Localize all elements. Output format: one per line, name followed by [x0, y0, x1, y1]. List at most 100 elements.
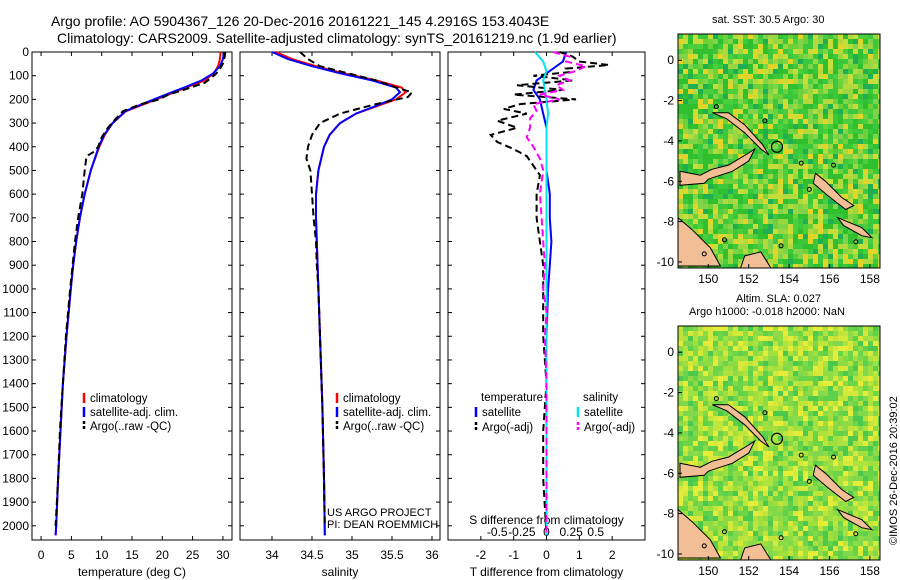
map-cell: [848, 351, 853, 356]
map-cell: [858, 204, 863, 209]
map-cell: [773, 366, 778, 371]
map-cell: [863, 416, 868, 421]
map-cell: [838, 224, 843, 229]
map-cell: [748, 164, 753, 169]
xtick-s-label: -0.5: [487, 525, 508, 539]
map-cell: [763, 506, 768, 511]
map-cell: [688, 491, 693, 496]
map-cell: [833, 431, 838, 436]
map-cell: [743, 169, 748, 174]
map-cell: [793, 386, 798, 391]
map-cell: [808, 109, 813, 114]
map-cell: [853, 476, 858, 481]
map-cell: [748, 49, 753, 54]
map-cell: [843, 541, 848, 546]
map-cell: [683, 376, 688, 381]
map-cell: [843, 254, 848, 259]
map-cell: [773, 39, 778, 44]
map-cell: [718, 64, 723, 69]
map-cell: [678, 371, 683, 376]
map-cell: [813, 54, 818, 59]
map-cell: [703, 451, 708, 456]
map-cell: [683, 436, 688, 441]
map-cell: [873, 184, 878, 189]
map-cell: [868, 491, 873, 496]
map-cell: [758, 89, 763, 94]
map-cell: [788, 441, 793, 446]
map-cell: [703, 391, 708, 396]
map-cell: [703, 381, 708, 386]
map-cell: [868, 451, 873, 456]
map-cell: [733, 174, 738, 179]
map-cell: [813, 249, 818, 254]
map-cell: [688, 476, 693, 481]
xtick-label: 0: [38, 548, 45, 562]
map-cell: [858, 44, 863, 49]
map-cell: [693, 436, 698, 441]
map-cell: [743, 406, 748, 411]
map-cell: [843, 371, 848, 376]
map-cell: [833, 239, 838, 244]
map-cell: [683, 114, 688, 119]
map-cell: [798, 401, 803, 406]
map-cell: [693, 189, 698, 194]
map-cell: [868, 169, 873, 174]
map-cell: [738, 431, 743, 436]
map-cell: [863, 451, 868, 456]
x-axis-label: salinity: [322, 565, 359, 579]
map-cell: [753, 229, 758, 234]
map-cell: [838, 159, 843, 164]
map-cell: [738, 74, 743, 79]
map-cell: [838, 59, 843, 64]
map-cell: [858, 481, 863, 486]
map-cell: [768, 466, 773, 471]
map-cell: [703, 476, 708, 481]
map-cell: [723, 526, 728, 531]
map-cell: [733, 416, 738, 421]
map-cell: [778, 84, 783, 89]
map-cell: [828, 139, 833, 144]
map-cell: [793, 124, 798, 129]
map-cell: [693, 194, 698, 199]
map-cell: [808, 536, 813, 541]
map-cell: [843, 124, 848, 129]
map-cell: [773, 89, 778, 94]
map-cell: [828, 159, 833, 164]
map-cell: [753, 154, 758, 159]
map-cell: [748, 179, 753, 184]
map-cell: [718, 99, 723, 104]
map-cell: [738, 194, 743, 199]
map-cell: [863, 164, 868, 169]
map-cell: [763, 356, 768, 361]
map-cell: [848, 109, 853, 114]
map-cell: [768, 491, 773, 496]
map-cell: [823, 89, 828, 94]
map-cell: [863, 89, 868, 94]
map-cell: [718, 426, 723, 431]
map-cell: [698, 154, 703, 159]
map-cell: [758, 234, 763, 239]
map-cell: [748, 536, 753, 541]
map-cell: [768, 104, 773, 109]
map-cell: [718, 59, 723, 64]
map-cell: [878, 169, 880, 174]
map-cell: [858, 426, 863, 431]
map-cell: [818, 356, 823, 361]
title-line-2: Climatology: CARS2009. Satellite-adjuste…: [57, 30, 617, 46]
map-cell: [783, 406, 788, 411]
map-cell: [808, 326, 813, 331]
map-cell: [858, 341, 863, 346]
map-cell: [848, 331, 853, 336]
map-cell: [833, 59, 838, 64]
map-cell: [713, 476, 718, 481]
map-cell: [753, 249, 758, 254]
map-cell: [808, 551, 813, 556]
map-cell: [683, 209, 688, 214]
map-cell: [733, 441, 738, 446]
map-cell: [803, 109, 808, 114]
ytick-label: 1200: [2, 329, 29, 343]
map-cell: [733, 351, 738, 356]
map-cell: [743, 209, 748, 214]
map-cell: [708, 109, 713, 114]
map-cell: [683, 356, 688, 361]
